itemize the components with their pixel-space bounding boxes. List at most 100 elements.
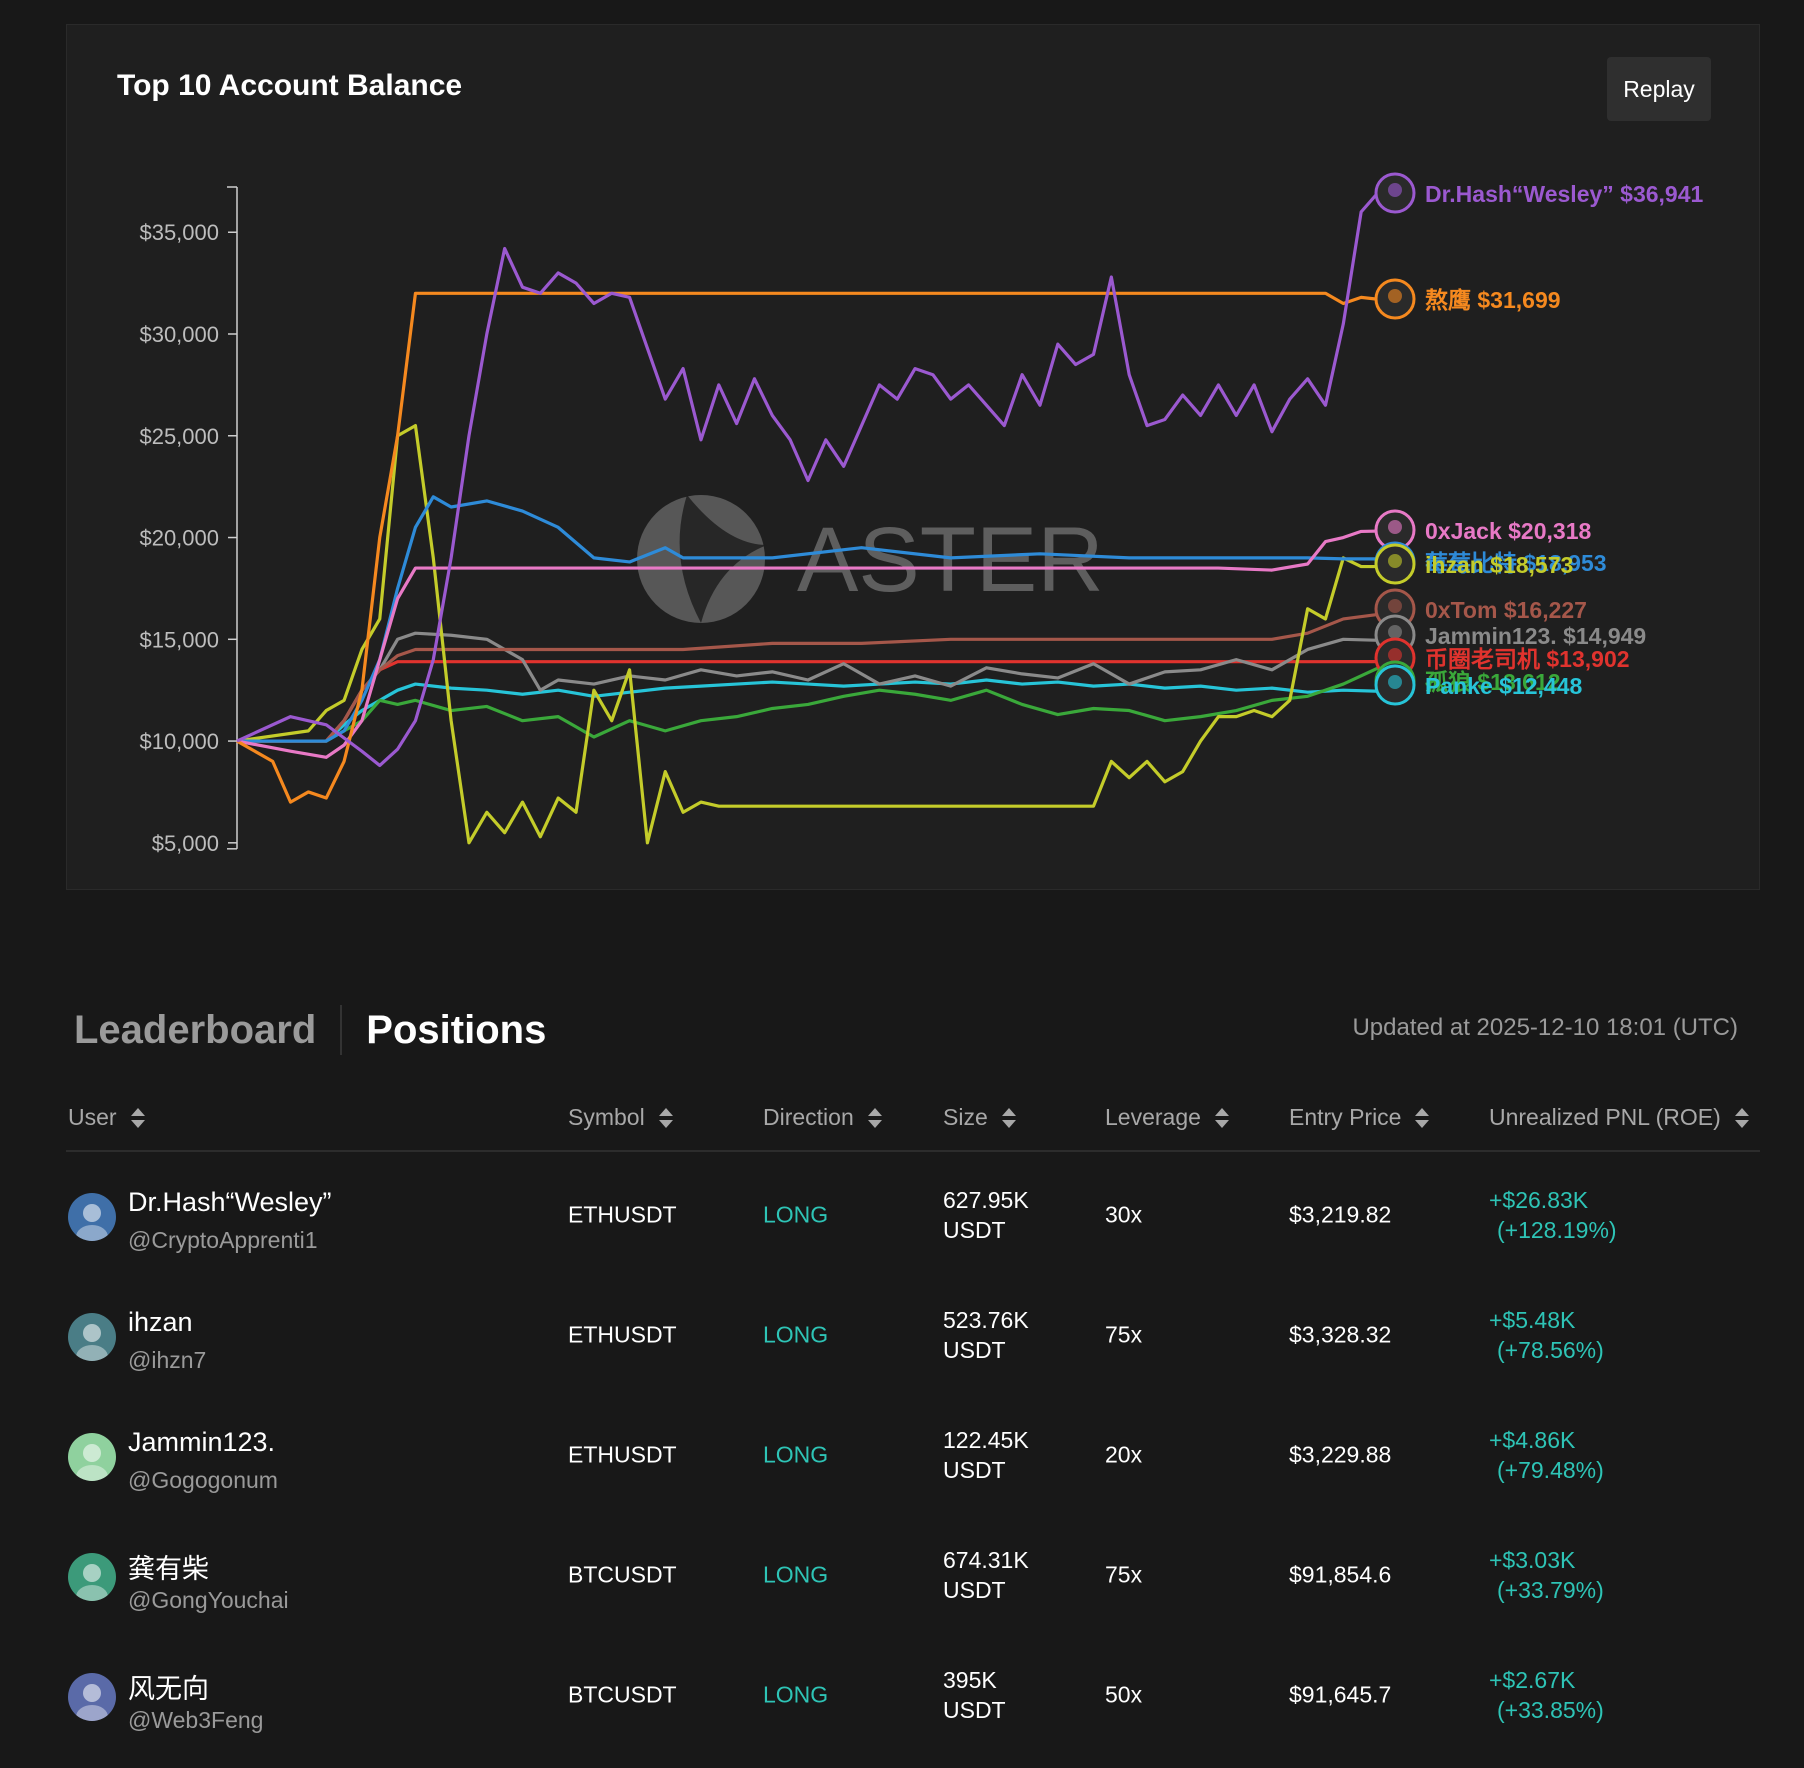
- sort-icon[interactable]: [1001, 1107, 1016, 1129]
- y-tick-label: $15,000: [139, 627, 219, 652]
- positions-table-header: User Symbol Direction Size Leverage Entr…: [66, 1098, 1760, 1152]
- y-tick-label: $10,000: [139, 729, 219, 754]
- table-row[interactable]: ihzan @ihzn7 ETHUSDT LONG 523.76K USDT 75x $3,3…: [66, 1275, 1760, 1395]
- table-row[interactable]: Jammin123. @Gogogonum ETHUSDT LONG 122.45K US…: [66, 1395, 1760, 1515]
- table-row[interactable]: Dr.Hash“Wesley” @CryptoApprenti1 ETHUSDT LO…: [66, 1155, 1760, 1275]
- avatar-head: [83, 1324, 101, 1342]
- roe-value: (+33.85%): [1497, 1697, 1604, 1723]
- symbol-cell: ETHUSDT: [568, 1201, 677, 1228]
- series-line: [236, 423, 1379, 845]
- pnl-value: +$4.86K: [1489, 1427, 1576, 1453]
- sort-icon[interactable]: [867, 1107, 882, 1129]
- y-tick-label: $20,000: [139, 526, 219, 551]
- series-avatar-face: [1388, 599, 1402, 613]
- entry-price-cell: $3,219.82: [1289, 1201, 1392, 1228]
- size-unit: USDT: [943, 1577, 1006, 1603]
- user-handle: @Web3Feng: [128, 1707, 264, 1733]
- account-balance-chart-card: Top 10 Account Balance Replay ASTER $5,00…: [66, 24, 1760, 890]
- series-avatar-face: [1388, 675, 1402, 689]
- column-header-direction[interactable]: Direction: [763, 1104, 882, 1131]
- pnl-value: +$5.48K: [1489, 1307, 1576, 1333]
- column-header-user[interactable]: User: [68, 1104, 145, 1131]
- user-name[interactable]: 风无向: [128, 1674, 209, 1704]
- roe-value: (+79.48%): [1497, 1457, 1604, 1483]
- y-tick-label: $5,000: [152, 831, 219, 856]
- avatar-head: [83, 1204, 101, 1222]
- leverage-cell: 75x: [1105, 1561, 1143, 1588]
- column-header-entry-price-label: Entry Price: [1289, 1104, 1402, 1130]
- sort-icon[interactable]: [1415, 1107, 1430, 1129]
- user-name[interactable]: Jammin123.: [128, 1427, 276, 1457]
- avatar-image: [68, 1313, 116, 1361]
- size-cell: 523.76K USDT: [943, 1305, 1029, 1365]
- user-name[interactable]: 龚有柴: [128, 1554, 209, 1584]
- tab-positions[interactable]: Positions: [366, 1007, 547, 1052]
- series-line: [236, 291, 1380, 804]
- chart-title: Top 10 Account Balance: [117, 69, 463, 102]
- avatar-body: [76, 1585, 108, 1601]
- table-row[interactable]: 龚有柴 @GongYouchai BTCUSDT LONG 674.31K USDT 75x…: [66, 1515, 1760, 1635]
- sort-icon[interactable]: [658, 1107, 673, 1129]
- replay-button[interactable]: Replay: [1607, 57, 1711, 121]
- size-value: 395K: [943, 1667, 997, 1693]
- direction-cell: LONG: [763, 1681, 829, 1708]
- avatar[interactable]: [68, 1313, 116, 1361]
- entry-price-cell: $91,854.6: [1289, 1561, 1392, 1588]
- user-handle: @GongYouchai: [128, 1587, 289, 1613]
- user-name[interactable]: ihzan: [128, 1307, 193, 1337]
- user-handle: @CryptoApprenti1: [128, 1227, 318, 1253]
- avatar-image: [68, 1673, 116, 1721]
- avatar[interactable]: [68, 1193, 116, 1241]
- series-end-label: ihzan $18,573: [1425, 552, 1573, 578]
- column-header-pnl[interactable]: Unrealized PNL (ROE): [1489, 1104, 1749, 1131]
- size-cell: 395K USDT: [943, 1665, 1006, 1725]
- watermark-text: ASTER: [797, 509, 1104, 611]
- size-unit: USDT: [943, 1697, 1006, 1723]
- pnl-value: +$3.03K: [1489, 1547, 1576, 1573]
- size-unit: USDT: [943, 1457, 1006, 1483]
- series-end-label: Panke $12,448: [1425, 673, 1583, 699]
- avatar-body: [76, 1345, 108, 1361]
- user-handle: @Gogogonum: [128, 1467, 278, 1493]
- avatar[interactable]: [68, 1433, 116, 1481]
- series-avatar-face: [1388, 648, 1402, 662]
- pnl-cell: +$2.67K (+33.85%): [1489, 1665, 1604, 1725]
- sort-icon[interactable]: [1214, 1107, 1229, 1129]
- updated-timestamp: Updated at 2025-12-10 18:01 (UTC): [1352, 1014, 1738, 1041]
- column-header-leverage[interactable]: Leverage: [1105, 1104, 1229, 1131]
- balance-line-chart: ASTER $5,000 $10,000 $15,000 $20,000 $25,000 $…: [139, 172, 1704, 856]
- avatar-image: [68, 1193, 116, 1241]
- leverage-cell: 20x: [1105, 1441, 1143, 1468]
- tab-leaderboard[interactable]: Leaderboard: [74, 1007, 317, 1052]
- series-avatar-face: [1388, 289, 1402, 303]
- sort-icon[interactable]: [1734, 1107, 1749, 1129]
- direction-cell: LONG: [763, 1201, 829, 1228]
- leverage-cell: 30x: [1105, 1201, 1143, 1228]
- entry-price-cell: $91,645.7: [1289, 1681, 1392, 1708]
- table-row[interactable]: 风无向 @Web3Feng BTCUSDT LONG 395K USDT 50x $91,64…: [66, 1635, 1760, 1755]
- symbol-cell: ETHUSDT: [568, 1321, 677, 1348]
- entry-price-cell: $3,328.32: [1289, 1321, 1392, 1348]
- column-header-symbol[interactable]: Symbol: [568, 1104, 673, 1131]
- user-name[interactable]: Dr.Hash“Wesley”: [128, 1187, 332, 1217]
- avatar[interactable]: [68, 1673, 116, 1721]
- tab-divider: [340, 1005, 343, 1055]
- column-header-entry-price[interactable]: Entry Price: [1289, 1104, 1430, 1131]
- series-end-label: Dr.Hash“Wesley” $36,941: [1425, 181, 1704, 207]
- avatar-head: [83, 1444, 101, 1462]
- avatar-body: [76, 1705, 108, 1721]
- user-handle: @ihzn7: [128, 1347, 207, 1373]
- section-tabs: Leaderboard Positions: [74, 1000, 546, 1060]
- series-avatar-face: [1388, 625, 1402, 639]
- symbol-cell: BTCUSDT: [568, 1561, 677, 1588]
- column-header-pnl-label: Unrealized PNL (ROE): [1489, 1104, 1721, 1130]
- leverage-cell: 75x: [1105, 1321, 1143, 1348]
- column-header-leverage-label: Leverage: [1105, 1104, 1201, 1130]
- column-header-size[interactable]: Size: [943, 1104, 1016, 1131]
- sort-icon[interactable]: [130, 1107, 145, 1129]
- avatar-head: [83, 1684, 101, 1702]
- pnl-value: +$2.67K: [1489, 1667, 1576, 1693]
- symbol-cell: ETHUSDT: [568, 1441, 677, 1468]
- column-header-symbol-label: Symbol: [568, 1104, 645, 1130]
- avatar[interactable]: [68, 1553, 116, 1601]
